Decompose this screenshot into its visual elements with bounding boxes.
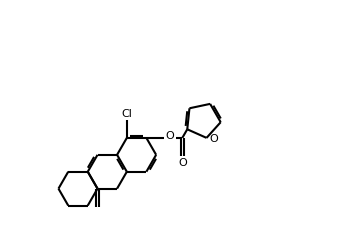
Text: O: O	[209, 134, 218, 144]
Text: O: O	[178, 158, 187, 168]
Text: Cl: Cl	[121, 109, 132, 119]
Text: O: O	[165, 131, 174, 141]
